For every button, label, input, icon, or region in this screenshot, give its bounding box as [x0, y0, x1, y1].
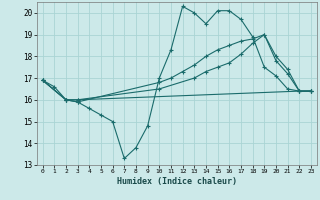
X-axis label: Humidex (Indice chaleur): Humidex (Indice chaleur)	[117, 177, 237, 186]
